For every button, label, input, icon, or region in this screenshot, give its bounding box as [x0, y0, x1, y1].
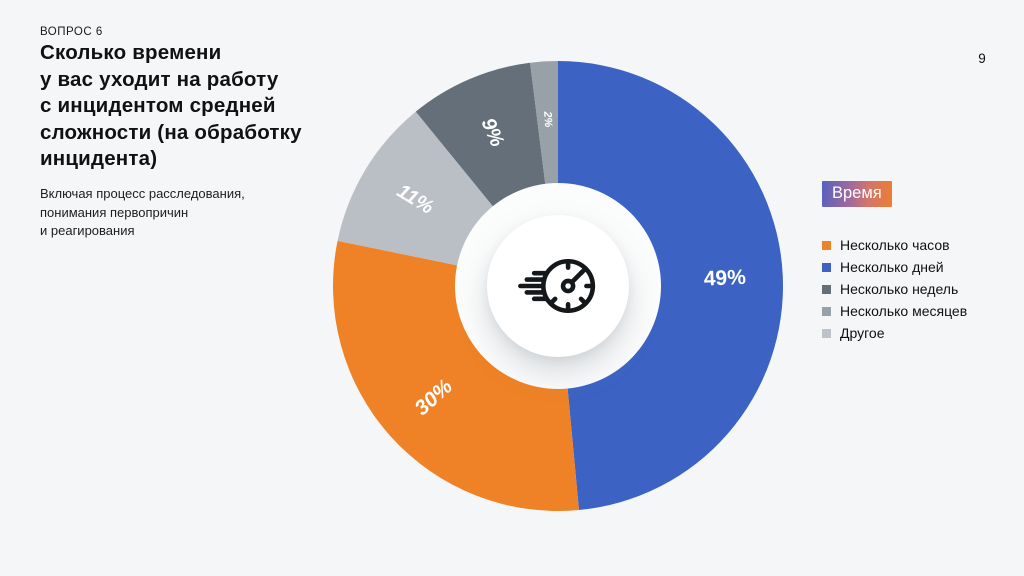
donut-segment-label: 2%: [541, 110, 554, 128]
speedometer-icon: [518, 258, 596, 314]
legend-item-label: Несколько месяцев: [840, 303, 968, 319]
legend-item: Несколько дней: [822, 256, 967, 278]
page-title: Сколько времени у вас уходит на работу с…: [40, 41, 302, 171]
legend-item-label: Несколько часов: [840, 237, 950, 253]
legend-item: Несколько месяцев: [822, 300, 967, 322]
legend-items: Несколько часов Несколько дней Несколько н…: [822, 234, 967, 344]
legend-swatch: [822, 306, 831, 316]
legend-item: Другое: [822, 322, 967, 344]
chart-legend: Время Несколько часов Несколько дней Неско…: [822, 181, 967, 344]
legend-item-label: Несколько недель: [840, 281, 959, 297]
legend-item: Несколько недель: [822, 278, 967, 300]
speedometer-hub: [560, 278, 576, 294]
legend-item: Несколько часов: [822, 234, 967, 256]
legend-item-label: Несколько дней: [840, 259, 944, 275]
legend-swatch: [822, 284, 831, 294]
legend-swatch: [822, 262, 831, 272]
question-label: ВОПРОС 6: [40, 26, 103, 38]
legend-item-label: Другое: [840, 325, 885, 341]
legend-swatch: [822, 240, 831, 250]
page-subtitle: Включая процесс расследования, понимания…: [40, 186, 245, 239]
legend-swatch: [822, 328, 831, 338]
legend-title-badge: Время: [822, 181, 892, 207]
chart-center-disc: [487, 215, 629, 357]
page-number: 9: [978, 51, 986, 66]
donut-segment-label: 49%: [703, 266, 746, 291]
donut-chart: 49% 30% 11% 9% 2%: [333, 61, 783, 511]
donut-segment: [558, 61, 783, 511]
